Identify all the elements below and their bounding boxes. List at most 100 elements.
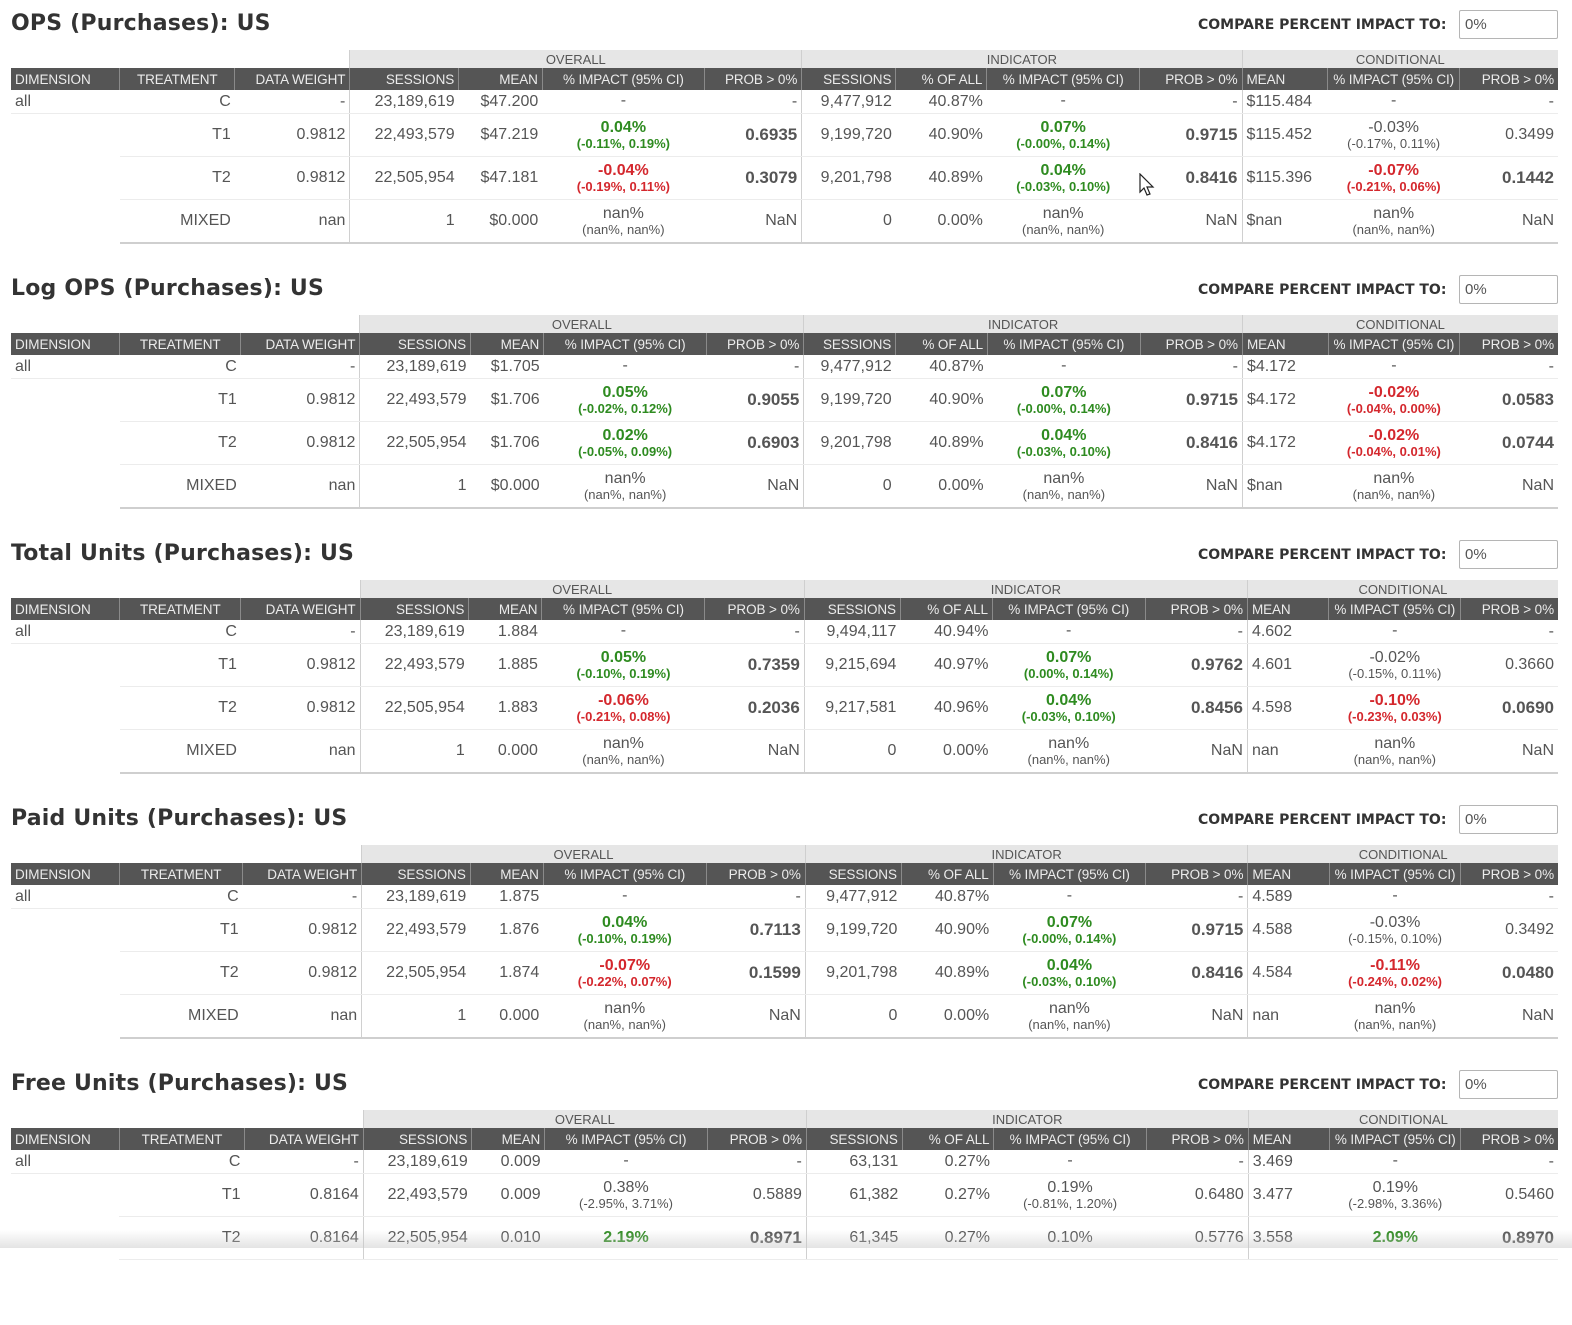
column-header[interactable]: MEAN [1247, 863, 1330, 885]
column-header[interactable]: DATA WEIGHT [234, 68, 350, 90]
impact-value: -0.02% [1368, 383, 1420, 401]
group-header-indicator: INDICATOR [805, 1110, 1249, 1128]
column-header[interactable]: PROB > 0% [1459, 68, 1558, 90]
column-header[interactable]: DIMENSION [11, 1128, 120, 1150]
column-header[interactable]: DIMENSION [11, 333, 120, 355]
column-header[interactable]: MEAN [1241, 333, 1329, 355]
column-header[interactable]: PROB > 0% [703, 68, 802, 90]
cell-prob: - [1459, 90, 1558, 114]
column-header[interactable]: DATA WEIGHT [243, 1128, 364, 1150]
column-header[interactable]: SESSIONS [804, 863, 902, 885]
column-header[interactable]: DIMENSION [11, 863, 120, 885]
impact-value: nan% [1374, 999, 1416, 1017]
column-header[interactable]: DIMENSION [11, 598, 120, 620]
cell-i-pct: 40.97% [900, 643, 993, 687]
column-header[interactable]: % IMPACT (95% CI) [993, 1128, 1147, 1150]
column-header[interactable]: % OF ALL [895, 68, 987, 90]
cell-o-sess: 1 [359, 464, 471, 509]
column-header[interactable]: TREATMENT [119, 598, 241, 620]
column-header[interactable]: % IMPACT (95% CI) [541, 68, 705, 90]
column-header[interactable]: % IMPACT (95% CI) [541, 598, 705, 620]
column-header[interactable]: PROB > 0% [1139, 333, 1243, 355]
column-header[interactable]: DIMENSION [11, 68, 120, 90]
column-header[interactable]: % IMPACT (95% CI) [544, 1128, 708, 1150]
cell-c-mean: 4.601 [1246, 643, 1329, 687]
column-header[interactable]: PROB > 0% [706, 333, 804, 355]
column-header[interactable]: % IMPACT (95% CI) [986, 68, 1140, 90]
column-header[interactable]: PROB > 0% [704, 598, 805, 620]
cell-impact: nan% (nan%, nan%) [987, 464, 1141, 509]
column-header[interactable]: DATA WEIGHT [242, 863, 362, 885]
column-header[interactable]: % IMPACT (95% CI) [992, 863, 1146, 885]
compare-percent-input[interactable] [1459, 1070, 1558, 1099]
column-header[interactable]: % IMPACT (95% CI) [542, 863, 707, 885]
column-header[interactable]: MEAN [458, 68, 543, 90]
cell-dw: nan [242, 994, 362, 1039]
column-header[interactable]: PROB > 0% [1145, 863, 1248, 885]
column-header[interactable]: TREATMENT [119, 333, 241, 355]
cell-i-pct: 0.00% [901, 994, 994, 1039]
compare-percent-input[interactable] [1459, 540, 1558, 569]
column-header[interactable]: % IMPACT (95% CI) [1328, 863, 1461, 885]
column-header[interactable]: % IMPACT (95% CI) [1328, 598, 1461, 620]
compare-percent-input[interactable] [1459, 805, 1558, 834]
column-header[interactable]: PROB > 0% [1460, 863, 1558, 885]
column-header[interactable]: MEAN [469, 863, 544, 885]
column-header[interactable]: % IMPACT (95% CI) [991, 598, 1146, 620]
column-header[interactable]: SESSIONS [803, 598, 901, 620]
column-header[interactable]: SESSIONS [359, 598, 469, 620]
column-header[interactable]: SESSIONS [805, 1128, 903, 1150]
impact-value: 0.04% [1046, 691, 1092, 709]
column-header[interactable]: PROB > 0% [1460, 1128, 1558, 1150]
column-header[interactable]: MEAN [468, 598, 542, 620]
cell-c-mean: 4.588 [1247, 908, 1330, 952]
column-header[interactable]: PROB > 0% [705, 863, 806, 885]
column-header[interactable]: SESSIONS [361, 863, 471, 885]
column-header[interactable]: TREATMENT [118, 1128, 245, 1150]
column-header[interactable]: PROB > 0% [706, 1128, 807, 1150]
cell-o-mean: $47.181 [458, 156, 543, 200]
column-header[interactable]: % IMPACT (95% CI) [1327, 68, 1460, 90]
column-header[interactable]: SESSIONS [362, 1128, 472, 1150]
section-title: Paid Units (Purchases): US [11, 806, 348, 831]
column-header[interactable]: MEAN [1246, 598, 1329, 620]
column-header[interactable]: SESSIONS [803, 333, 896, 355]
column-header[interactable]: TREATMENT [119, 68, 235, 90]
cell-o-mean: 1.875 [470, 885, 544, 909]
column-header[interactable]: SESSIONS [359, 333, 471, 355]
cell-prob: 0.8416 [1145, 951, 1248, 995]
column-header[interactable]: PROB > 0% [1145, 1128, 1249, 1150]
column-header[interactable]: MEAN [471, 1128, 545, 1150]
column-header[interactable]: % OF ALL [900, 863, 994, 885]
impact-value: - [620, 92, 627, 110]
column-header[interactable]: MEAN [470, 333, 544, 355]
compare-percent-input[interactable] [1459, 10, 1558, 39]
column-header[interactable]: TREATMENT [119, 863, 243, 885]
column-header[interactable]: MEAN [1247, 1128, 1330, 1150]
column-header[interactable]: % IMPACT (95% CI) [543, 333, 707, 355]
column-header[interactable]: % OF ALL [895, 333, 988, 355]
column-header[interactable]: DATA WEIGHT [240, 598, 361, 620]
column-header[interactable]: SESSIONS [349, 68, 459, 90]
column-header[interactable]: % OF ALL [901, 1128, 994, 1150]
column-header[interactable]: PROB > 0% [1139, 68, 1243, 90]
group-header-overall: OVERALL [359, 580, 805, 598]
column-header[interactable]: MEAN [1241, 68, 1328, 90]
column-header[interactable]: PROB > 0% [1459, 333, 1558, 355]
column-header[interactable]: % IMPACT (95% CI) [1327, 333, 1460, 355]
compare-percent-input[interactable] [1459, 275, 1558, 304]
column-header[interactable]: SESSIONS [801, 68, 896, 90]
column-header[interactable]: PROB > 0% [1144, 598, 1248, 620]
cell-c-mean: nan [1246, 729, 1329, 774]
column-header[interactable]: % OF ALL [899, 598, 993, 620]
column-header[interactable]: PROB > 0% [1460, 598, 1558, 620]
cell-impact: 0.05% (-0.10%, 0.19%) [541, 643, 705, 687]
cell-trt: MIXED [119, 729, 241, 774]
column-header[interactable]: % IMPACT (95% CI) [1329, 1128, 1461, 1150]
cell-prob: NaN [706, 464, 804, 509]
table-row: MIXED nan 1 $0.000 nan% (nan%, nan%) NaN 0 0.00%… [11, 199, 1558, 244]
column-header[interactable]: DATA WEIGHT [240, 333, 360, 355]
column-header[interactable]: % IMPACT (95% CI) [987, 333, 1141, 355]
cell-o-sess: 22,505,954 [359, 686, 469, 730]
cell-prob: 0.9055 [706, 378, 804, 422]
